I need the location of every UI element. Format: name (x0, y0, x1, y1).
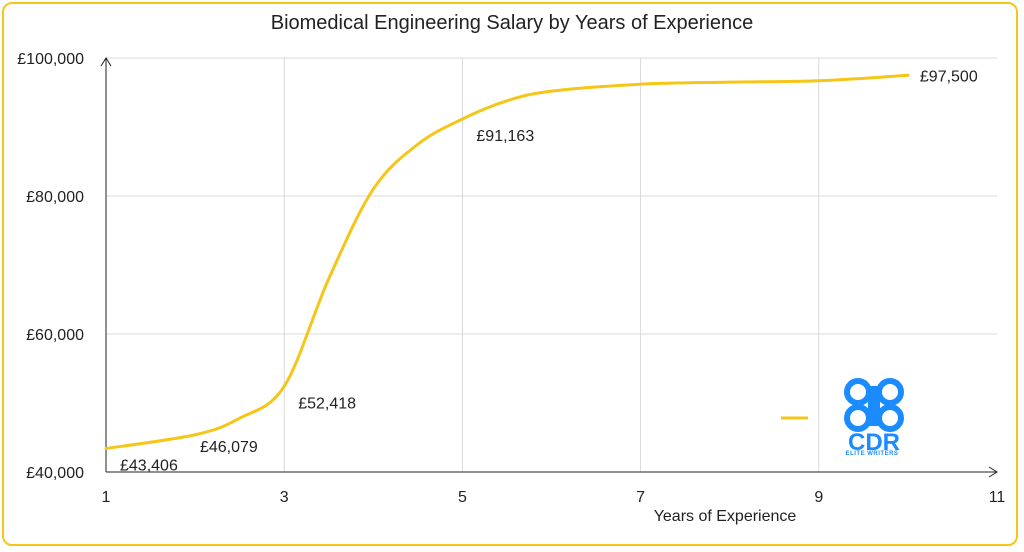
cdr-logo-icon: CDR (844, 378, 904, 456)
data-label: £52,418 (298, 395, 356, 412)
axes (100, 57, 998, 478)
data-label: £46,079 (200, 439, 258, 456)
chart-frame (2, 2, 1018, 546)
x-tick-label: 7 (636, 489, 645, 506)
logo-subtext: ELITE WRITERS (845, 451, 899, 457)
y-tick-label: £80,000 (26, 189, 84, 206)
chart-title: Biomedical Engineering Salary by Years o… (270, 12, 754, 34)
x-tick-label: 9 (814, 489, 823, 506)
y-tick-label: £60,000 (26, 327, 84, 344)
y-axis-arrow (100, 57, 112, 67)
x-tick-label: 3 (280, 489, 289, 506)
x-axis-label: Years of Experience (653, 508, 797, 525)
tick-labels: 1 3 5 7 9 11 £40,000 £60,000 £80,000 £100,000 (17, 51, 1005, 506)
data-labels: £43,406 £46,079 £52,418 £91,163 £97,500 (120, 68, 978, 474)
y-tick-label: £40,000 (26, 465, 84, 482)
x-axis-arrow (988, 466, 998, 478)
y-tick-label: £100,000 (17, 51, 84, 68)
series-lines (104, 73, 910, 450)
data-label: £43,406 (120, 457, 178, 474)
x-tick-label: 1 (102, 489, 111, 506)
x-tick-label: 11 (989, 489, 1006, 506)
gridlines (106, 57, 997, 472)
x-tick-label: 5 (458, 489, 467, 506)
svg-text:CDR: CDR (848, 429, 900, 456)
data-label: £91,163 (476, 128, 534, 145)
series-line (104, 73, 910, 450)
data-label: £97,500 (920, 68, 978, 85)
